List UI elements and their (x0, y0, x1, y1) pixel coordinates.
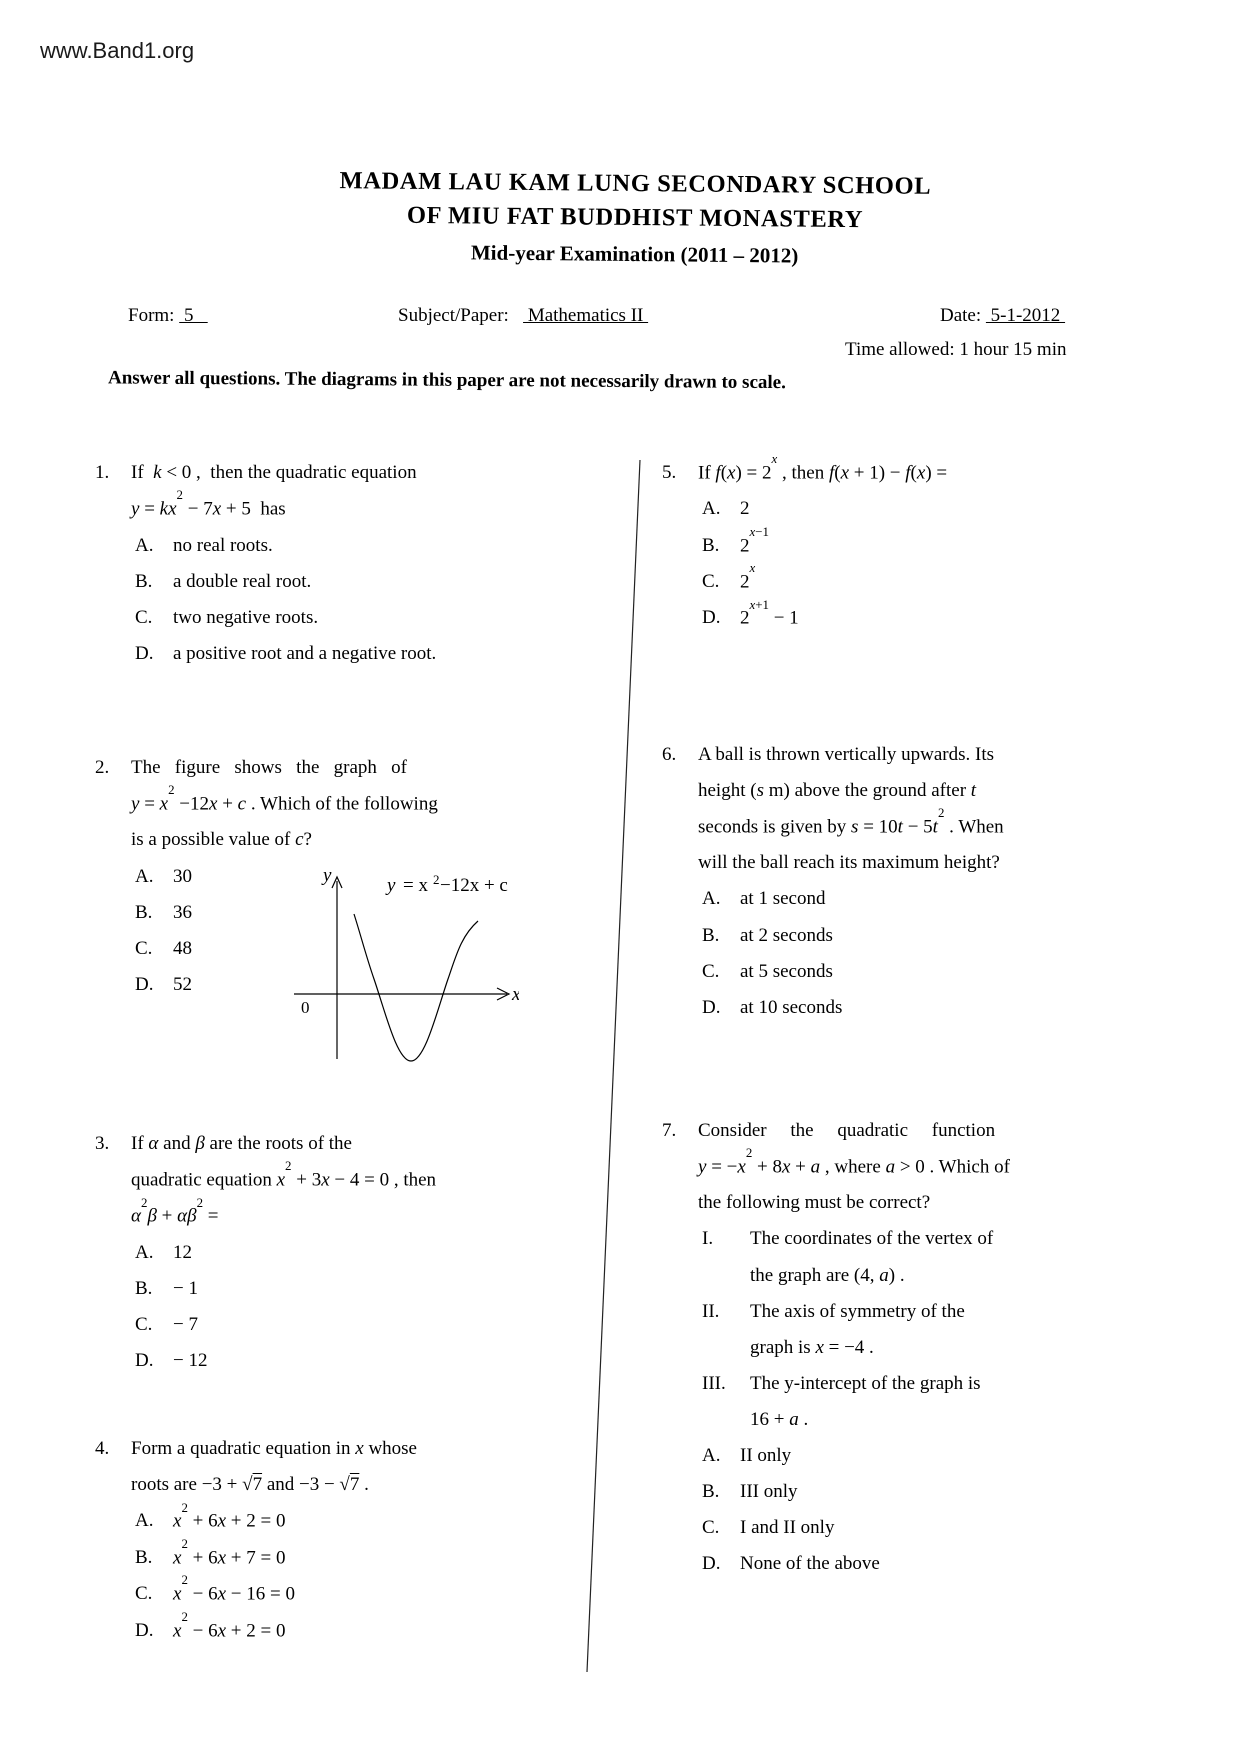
svg-text:y: y (385, 875, 396, 896)
svg-text:−12x + c: −12x + c (440, 875, 508, 896)
svg-text:2: 2 (433, 872, 440, 887)
svg-text:0: 0 (301, 998, 310, 1017)
svg-text:y: y (321, 865, 332, 886)
svg-text:x: x (511, 984, 519, 1005)
svg-text:= x: = x (403, 875, 428, 896)
